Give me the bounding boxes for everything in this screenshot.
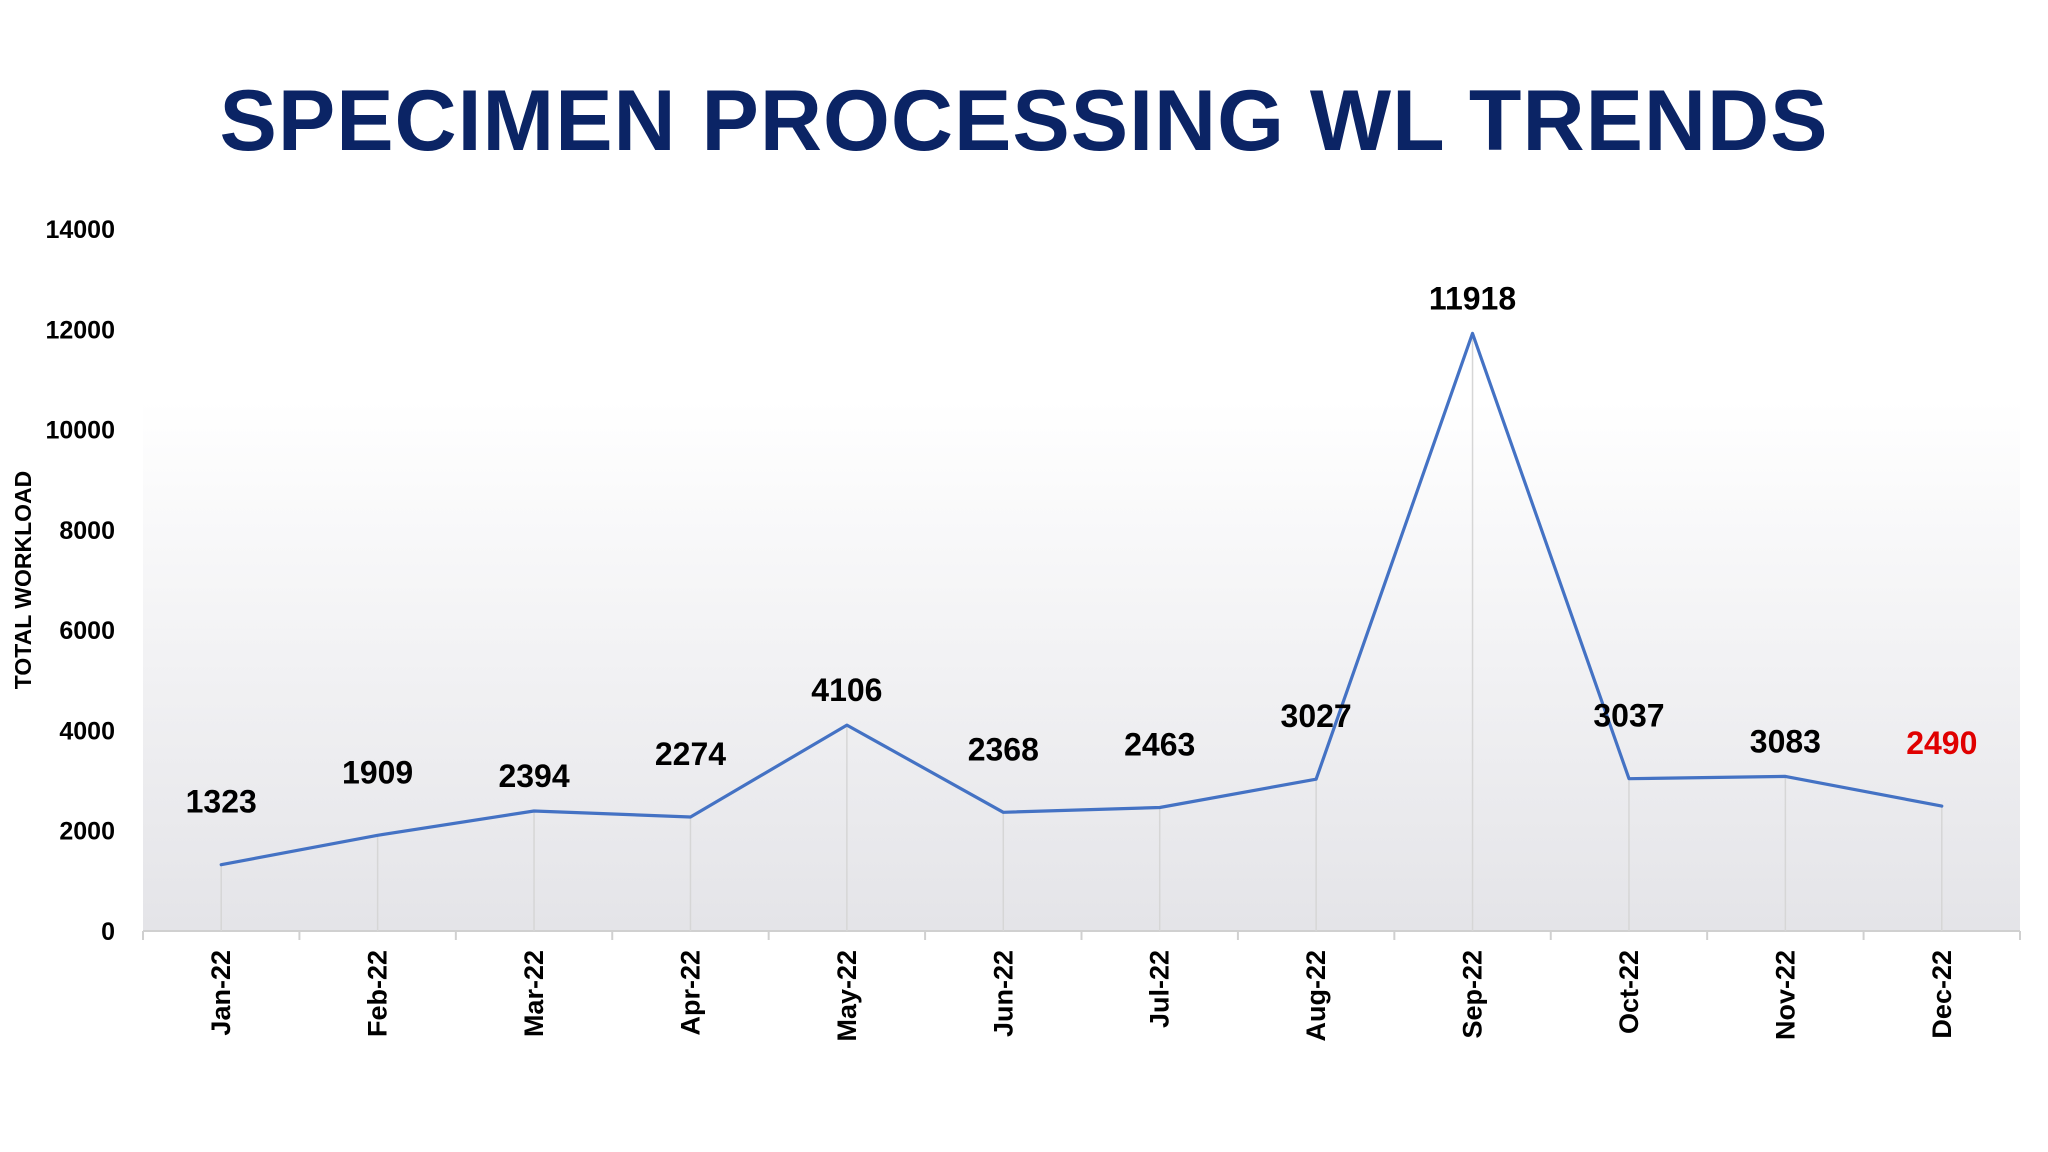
x-tick-label: Mar-22 [519, 950, 549, 1037]
y-tick-label: 10000 [45, 417, 115, 445]
y-tick-label: 6000 [59, 617, 115, 645]
x-tick-label: Aug-22 [1301, 950, 1331, 1042]
data-label: 1909 [342, 754, 413, 790]
y-tick-label: 0 [101, 918, 115, 946]
y-axis-title: TOTAL WORKLOAD [10, 471, 36, 689]
x-tick-label: Apr-22 [675, 950, 705, 1036]
x-tick-label: Sep-22 [1458, 950, 1488, 1039]
plot-background [143, 400, 2020, 931]
y-tick-label: 8000 [59, 517, 115, 545]
x-tick-label: Oct-22 [1614, 950, 1644, 1034]
chart-title: SPECIMEN PROCESSING WL TRENDS [219, 73, 1829, 169]
y-axis-ticks: 0 2000 4000 6000 8000 10000 12000 14000 [45, 216, 115, 946]
data-labels: 1323 1909 2394 2274 4106 2368 2463 3027 11918 303… [186, 280, 1978, 819]
x-tick-label: Feb-22 [363, 950, 393, 1037]
data-label: 2490 [1906, 725, 1977, 761]
x-tick-label: Jul-22 [1145, 950, 1175, 1028]
y-tick-label: 4000 [59, 717, 115, 745]
x-tick-label: Nov-22 [1770, 950, 1800, 1040]
data-label: 2274 [655, 736, 726, 772]
drop-lines [220, 333, 1943, 931]
data-label: 3083 [1750, 723, 1821, 759]
x-tick-label: Dec-22 [1927, 950, 1957, 1039]
series-line [219, 331, 1944, 867]
x-tick-label: Jan-22 [206, 950, 236, 1036]
data-label: 11918 [1429, 280, 1516, 316]
series-lines [219, 331, 1944, 867]
data-label: 2368 [968, 731, 1039, 767]
y-tick-label: 14000 [45, 216, 115, 244]
x-tick-label: May-22 [832, 950, 862, 1042]
data-label: 2394 [498, 758, 569, 794]
data-label: 1323 [186, 784, 257, 820]
x-tick-label: Jun-22 [988, 950, 1018, 1037]
data-label: 4106 [811, 672, 882, 708]
data-label: 2463 [1124, 726, 1195, 762]
data-label: 3037 [1593, 698, 1664, 734]
y-tick-label: 12000 [45, 316, 115, 344]
y-tick-label: 2000 [59, 818, 115, 846]
x-axis: Jan-22 Feb-22 Mar-22 Apr-22 May-22 Jun-22 Jul-… [142, 930, 2021, 1042]
data-label: 3027 [1281, 698, 1352, 734]
